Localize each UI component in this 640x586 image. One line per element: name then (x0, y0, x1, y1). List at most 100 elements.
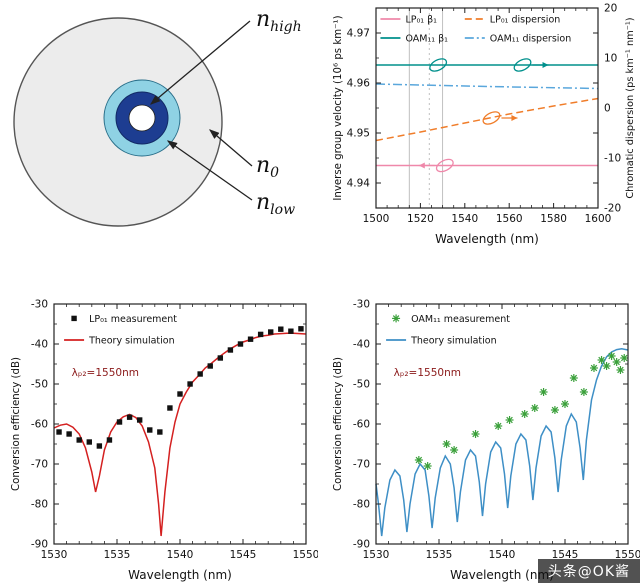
asterisk-marker (494, 422, 502, 430)
asterisk-marker (608, 352, 615, 360)
y-tick-label: -50 (31, 379, 48, 391)
x-tick-label: 1540 (489, 549, 516, 561)
left-axis-label: Inverse group velocity (10⁶ ps km⁻¹) (333, 15, 344, 200)
square-marker (207, 363, 213, 369)
x-axis-label: Wavelength (nm) (435, 232, 539, 246)
fiber-cross-section-panel: nhigh n0 nlow (0, 0, 330, 254)
right-axis-label: Chromatic dispersion (ps km⁻¹ nm⁻¹) (625, 17, 636, 198)
y-tick-label: -50 (353, 379, 370, 391)
x-tick-label: 1600 (585, 213, 612, 225)
square-marker (257, 331, 264, 338)
x-tick-label: 1545 (552, 549, 579, 561)
square-marker (126, 414, 133, 420)
x-tick-label: 1540 (167, 549, 194, 561)
dispersion-chart: 1500 1520 1540 1560 1580 1600 4.94 4.95 4.96 4.97… (333, 3, 636, 247)
asterisk-marker (613, 358, 620, 366)
x-tick-label: 1550 (615, 549, 640, 561)
square-marker (56, 429, 62, 435)
x-tick-label: 1545 (230, 549, 257, 561)
axis-indicator-ellipse (435, 158, 454, 173)
x-tick-label: 1530 (363, 549, 390, 561)
y-tick-label: 4.94 (347, 178, 371, 190)
asterisk-marker (531, 404, 539, 412)
y-tick-label: -90 (353, 539, 370, 551)
x-axis-label: Wavelength (nm) (128, 568, 232, 582)
axis-indicator-ellipse (429, 58, 448, 72)
y-tick-label: -80 (353, 499, 370, 511)
x-tick-label: 1580 (540, 213, 567, 225)
y-tick-label: -70 (353, 459, 370, 471)
x-tick-label: 1535 (426, 549, 453, 561)
square-marker (66, 431, 72, 437)
asterisk-marker (392, 315, 400, 322)
y-tick-label: 4.95 (347, 128, 370, 140)
legend-label: LP₀₁ β₁ (405, 15, 437, 26)
fiber-cross-section-diagram: nhigh n0 nlow (13, 7, 302, 227)
asterisk-marker (521, 410, 528, 418)
right-tick-label: 10 (604, 53, 617, 65)
right-tick-label: 20 (604, 3, 617, 15)
n-0-label: n0 (256, 153, 279, 181)
asterisk-marker (551, 406, 559, 414)
x-tick-label: 1535 (104, 549, 131, 561)
square-marker (278, 326, 284, 332)
n-high-arrow (150, 20, 251, 105)
square-marker (96, 443, 103, 449)
n-0-base: n (256, 153, 270, 178)
x-tick-label: 1500 (363, 213, 390, 225)
asterisk-marker (620, 354, 628, 362)
legend-label: Theory simulation (88, 336, 175, 347)
legend-label: Theory simulation (410, 336, 497, 347)
left-axis-label: Conversion efficiency (dB) (11, 357, 22, 491)
legend-label: LP₀₁ dispersion (490, 15, 560, 26)
n-high-sub: high (270, 19, 301, 35)
square-marker (288, 328, 294, 334)
n-0-sub: 0 (270, 165, 279, 181)
square-marker (217, 355, 224, 361)
y-tick-label: -80 (31, 499, 48, 511)
asterisk-marker (598, 356, 605, 364)
square-marker (147, 427, 153, 433)
n-low-arrow (166, 140, 253, 201)
square-marker (167, 405, 173, 411)
square-marker (268, 329, 274, 335)
axis-indicator-ellipse (513, 58, 532, 72)
asterisk-marker (415, 456, 423, 464)
plot-area (376, 304, 628, 544)
y-tick-label: -40 (353, 339, 370, 351)
x-tick-label: 1520 (407, 213, 434, 225)
square-marker (227, 347, 234, 353)
lp01-efficiency-chart-panel: 1530 1535 1540 1545 1550 -90 -80 -70 -60 -50 -40 -3… (8, 296, 319, 586)
n-low-label: nlow (256, 190, 295, 218)
asterisk-marker (424, 462, 431, 470)
square-marker (187, 381, 193, 387)
x-tick-label: 1550 (293, 549, 318, 561)
x-tick-label: 1560 (496, 213, 523, 225)
lp01-efficiency-chart: 1530 1535 1540 1545 1550 -90 -80 -70 -60 -50 -40 -3… (11, 299, 319, 583)
x-tick-label: 1540 (451, 213, 478, 225)
y-tick-label: -60 (353, 419, 370, 431)
asterisk-marker (443, 440, 450, 448)
y-tick-label: 4.97 (347, 28, 370, 40)
annotation-text: λₚ₂=1550nm (394, 367, 461, 379)
asterisk-marker (580, 388, 588, 396)
square-marker (76, 437, 82, 443)
n-low-base: n (256, 190, 270, 215)
axis-indicator-ellipse (482, 111, 501, 125)
legend-label: OAM₁₁ measurement (411, 314, 510, 325)
right-tick-label: -10 (604, 153, 621, 165)
y-tick-label: -60 (31, 419, 48, 431)
y-tick-label: -40 (31, 339, 48, 351)
annotation-text: λₚ₂=1550nm (72, 367, 139, 379)
right-tick-label: -20 (604, 203, 621, 215)
square-marker (177, 391, 183, 397)
fiber-core (128, 104, 156, 132)
square-marker (237, 341, 244, 347)
y-tick-label: -70 (31, 459, 48, 471)
n-0-arrow (209, 129, 253, 167)
asterisk-marker (561, 400, 569, 408)
asterisk-marker (570, 374, 578, 382)
asterisk-marker (472, 430, 479, 438)
n-low-sub: low (270, 202, 295, 218)
